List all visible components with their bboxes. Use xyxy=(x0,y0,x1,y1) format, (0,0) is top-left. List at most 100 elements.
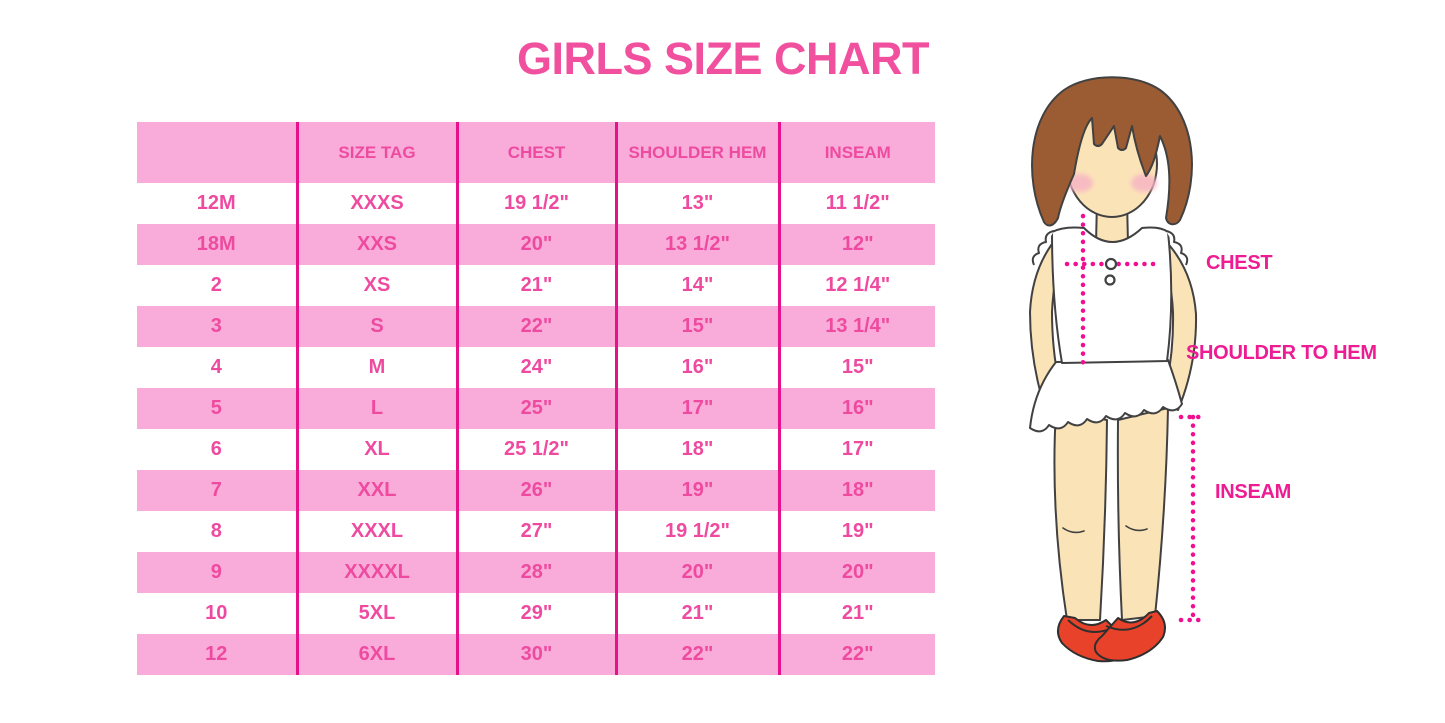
table-cell: 19 1/2" xyxy=(455,183,616,224)
table-cell: 25 1/2" xyxy=(455,429,616,470)
table-cell: 22" xyxy=(777,634,935,675)
table-cell: XXL xyxy=(295,470,457,511)
table-cell: L xyxy=(295,388,457,429)
table-cell: 16" xyxy=(777,388,935,429)
left-shoulder-ruffle xyxy=(1031,230,1055,266)
table-body: 12M XXXS 19 1/2" 13" 11 1/2" 18M XXS 20" 13 1/2"… xyxy=(137,183,935,675)
table-row: 18M XXS 20" 13 1/2" 12" xyxy=(137,224,935,265)
table-cell: 3 xyxy=(137,306,297,347)
table-cell: 21" xyxy=(614,593,779,634)
table-header-row: SIZE TAG CHEST SHOULDER HEM INSEAM xyxy=(137,122,935,183)
table-cell: 28" xyxy=(455,552,616,593)
table-cell: 22" xyxy=(614,634,779,675)
table-cell: 7 xyxy=(137,470,297,511)
table-cell: S xyxy=(295,306,457,347)
table-cell: 8 xyxy=(210,520,222,542)
table-cell: XXXL xyxy=(295,511,457,552)
page-title: GIRLS SIZE CHART xyxy=(516,33,930,84)
table-cell: 20" xyxy=(777,552,935,593)
table-cell: 25" xyxy=(455,388,616,429)
table-cell: 16" xyxy=(614,347,779,388)
table-cell: 12 xyxy=(137,634,297,675)
table-cell: 12 1/4" xyxy=(777,265,935,306)
shoulder-to-hem-label: SHOULDER TO HEM xyxy=(1186,342,1377,364)
table-cell: 19 1/2" xyxy=(614,511,779,552)
table-row: 12M XXXS 19 1/2" 13" 11 1/2" xyxy=(137,183,935,224)
column-header: CHEST xyxy=(455,122,616,183)
measurement-figure: CHEST SHOULDER TO HEM INSEAM xyxy=(1000,60,1445,723)
table-cell: 24" xyxy=(455,347,616,388)
table-row: 4 M 24" 16" 15" xyxy=(137,347,935,388)
table-cell: 2 xyxy=(210,274,222,296)
chest-label: CHEST xyxy=(1206,252,1273,274)
table-row: 2 XS 21" 14" 12 1/4" xyxy=(137,265,935,306)
table-cell: 27" xyxy=(455,511,616,552)
table-cell: 12" xyxy=(777,224,935,265)
table-row: 5 L 25" 17" 16" xyxy=(137,388,935,429)
right-knee-line xyxy=(1125,525,1148,532)
column-header: SHOULDER HEM xyxy=(614,122,779,183)
right-leg xyxy=(1116,407,1169,621)
column-header: INSEAM xyxy=(777,122,935,183)
table-cell: 19" xyxy=(777,511,935,552)
table-cell: 26" xyxy=(455,470,616,511)
table-cell: XS xyxy=(295,265,457,306)
hair xyxy=(1031,76,1193,227)
table-cell: 18" xyxy=(614,429,779,470)
table-cell: 5 xyxy=(137,388,297,429)
table-cell: XXXS xyxy=(295,183,457,224)
table-cell: 9 xyxy=(137,552,297,593)
table-cell: 20" xyxy=(614,552,779,593)
bottom-button xyxy=(1104,274,1116,286)
right-blush xyxy=(1131,174,1157,192)
top-bodice xyxy=(1051,226,1173,364)
table-cell: 18" xyxy=(777,470,935,511)
table-cell: 13 1/2" xyxy=(614,224,779,265)
right-shoe-strap xyxy=(1105,615,1153,631)
column-header: SIZE TAG xyxy=(295,122,457,183)
right-shoe xyxy=(1093,610,1166,662)
left-knee-line xyxy=(1062,527,1085,534)
top-button xyxy=(1104,257,1118,271)
table-cell: 29" xyxy=(455,593,616,634)
table-cell: 17" xyxy=(614,388,779,429)
table-cell: XXXXL xyxy=(295,552,457,593)
table-cell: 13" xyxy=(614,183,779,224)
table-row: 10 5XL 29" 21" 21" xyxy=(137,593,935,634)
table-cell: 22" xyxy=(455,306,616,347)
table-row: 9 XXXXL 28" 20" 20" xyxy=(137,552,935,593)
right-shoulder-ruffle xyxy=(1165,230,1189,266)
left-leg xyxy=(1053,409,1108,621)
table-cell: M xyxy=(295,347,457,388)
table-cell: 14" xyxy=(614,265,779,306)
table-cell: 18M xyxy=(137,224,297,265)
inseam-label: INSEAM xyxy=(1215,481,1291,503)
table-row: 6 XL 25 1/2" 18" 17" xyxy=(137,429,935,470)
table-cell: 6XL xyxy=(295,634,457,675)
left-blush xyxy=(1067,174,1093,192)
table-cell: 19" xyxy=(614,470,779,511)
table-cell: 6 xyxy=(210,438,222,460)
table-cell: 17" xyxy=(777,429,935,470)
table-row: 3 S 22" 15" 13 1/4" xyxy=(137,306,935,347)
table-cell: 21" xyxy=(777,593,935,634)
table-cell: 13 1/4" xyxy=(777,306,935,347)
table-cell: XXS xyxy=(295,224,457,265)
table-cell: 21" xyxy=(455,265,616,306)
girls-size-table: SIZE TAG CHEST SHOULDER HEM INSEAM 12M XXXS 1… xyxy=(137,122,935,675)
table-cell: 15" xyxy=(614,306,779,347)
table-cell: 4 xyxy=(210,356,222,378)
table-cell: 10 xyxy=(205,602,228,624)
skirt xyxy=(1029,359,1183,433)
measurement-lines xyxy=(1064,213,1206,623)
girl-illustration xyxy=(1029,76,1206,663)
table-cell: 15" xyxy=(777,347,935,388)
table-cell: 12M xyxy=(196,192,236,214)
column-header xyxy=(137,122,297,183)
table-cell: 11 1/2" xyxy=(777,183,935,224)
table-row: 12 6XL 30" 22" 22" xyxy=(137,634,935,675)
table-row: 8 XXXL 27" 19 1/2" 19" xyxy=(137,511,935,552)
table-cell: 20" xyxy=(455,224,616,265)
table-cell: XL xyxy=(295,429,457,470)
